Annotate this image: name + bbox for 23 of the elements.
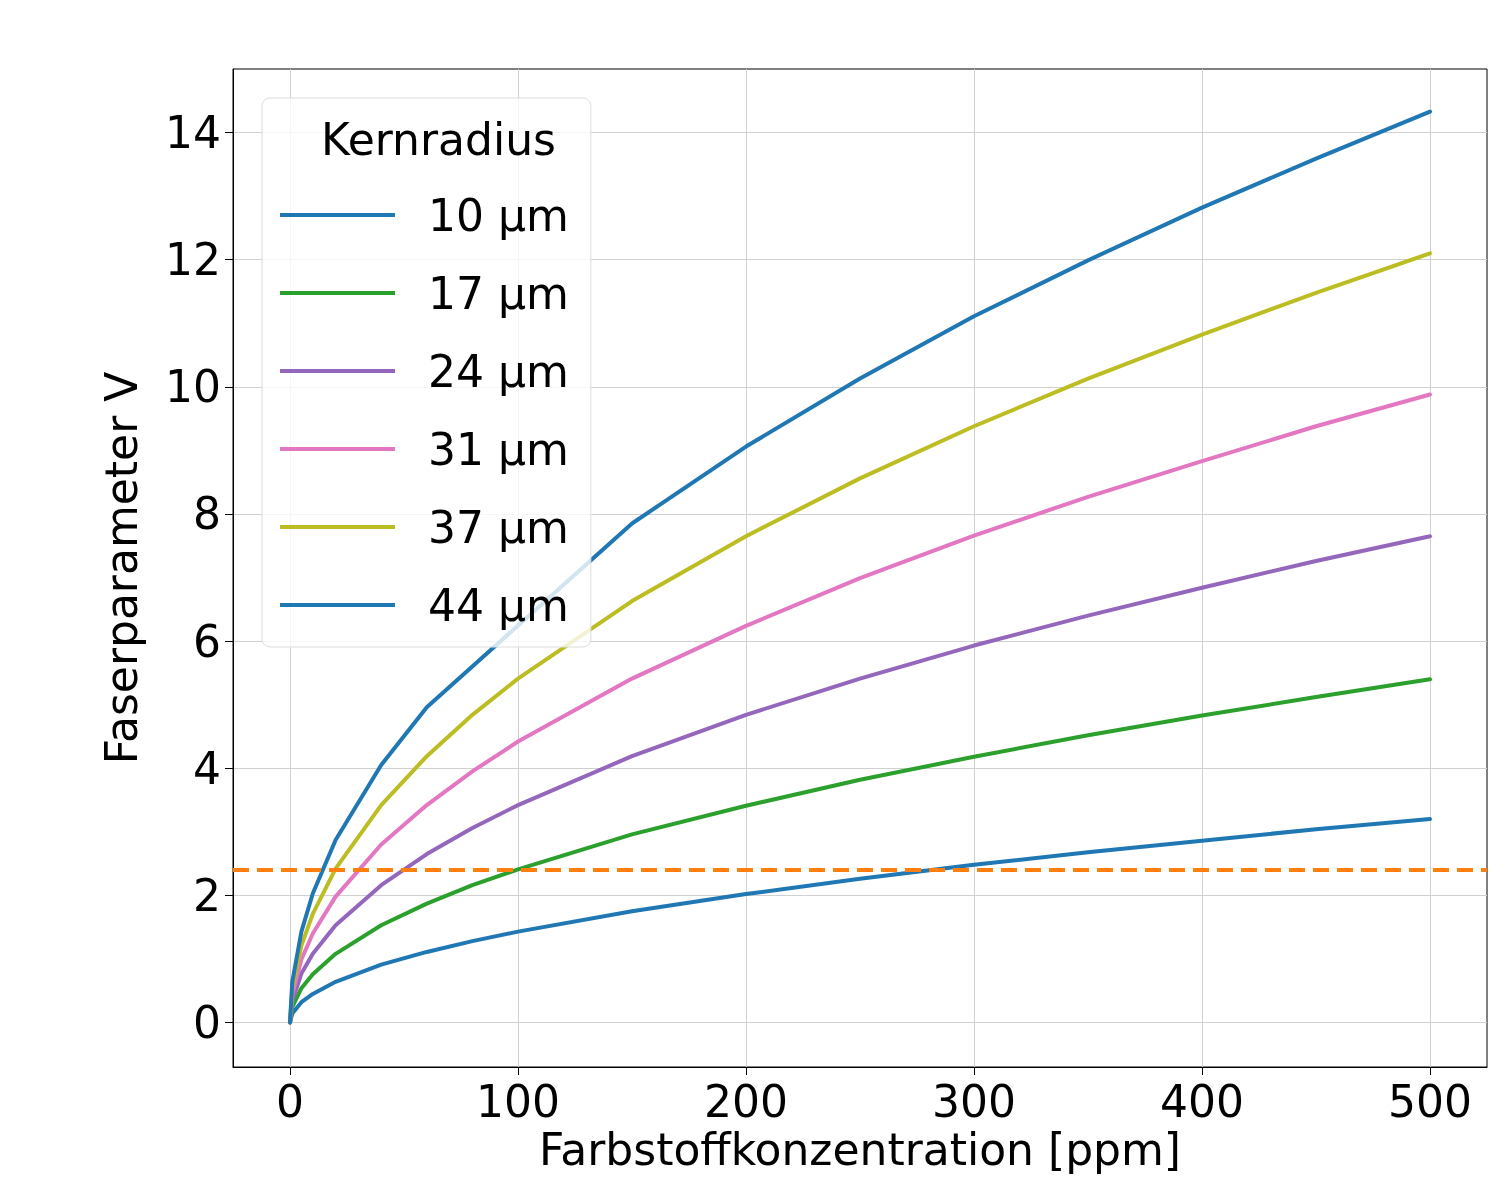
y-tick-label: 0 [193,997,221,1048]
y-tick-label: 2 [193,869,221,921]
x-tick-label: 300 [932,1075,1016,1127]
x-tick-label: 400 [1160,1075,1244,1127]
legend-label: 17 µm [428,267,569,319]
y-axis-title: Faserparameter V [95,371,147,765]
y-tick-label: 12 [165,234,221,286]
legend-label: 37 µm [428,501,569,553]
y-tick-label: 4 [193,742,221,794]
y-tick-label: 8 [193,488,221,540]
legend-label: 10 µm [428,189,569,241]
legend-title: Kernradius [321,113,556,165]
legend-label: 44 µm [428,579,569,631]
x-axis-title: Farbstoffkonzentration [ppm] [538,1124,1182,1176]
x-tick-label: 100 [476,1075,560,1127]
legend-label: 24 µm [428,345,569,397]
y-tick-label: 14 [165,107,221,159]
x-tick-label: 200 [704,1075,788,1127]
y-tick-label: 10 [165,361,221,413]
y-tick-label: 6 [193,615,221,667]
legend-label: 31 µm [428,423,569,475]
x-tick-label: 500 [1388,1075,1472,1127]
x-tick-label: 0 [276,1075,304,1127]
